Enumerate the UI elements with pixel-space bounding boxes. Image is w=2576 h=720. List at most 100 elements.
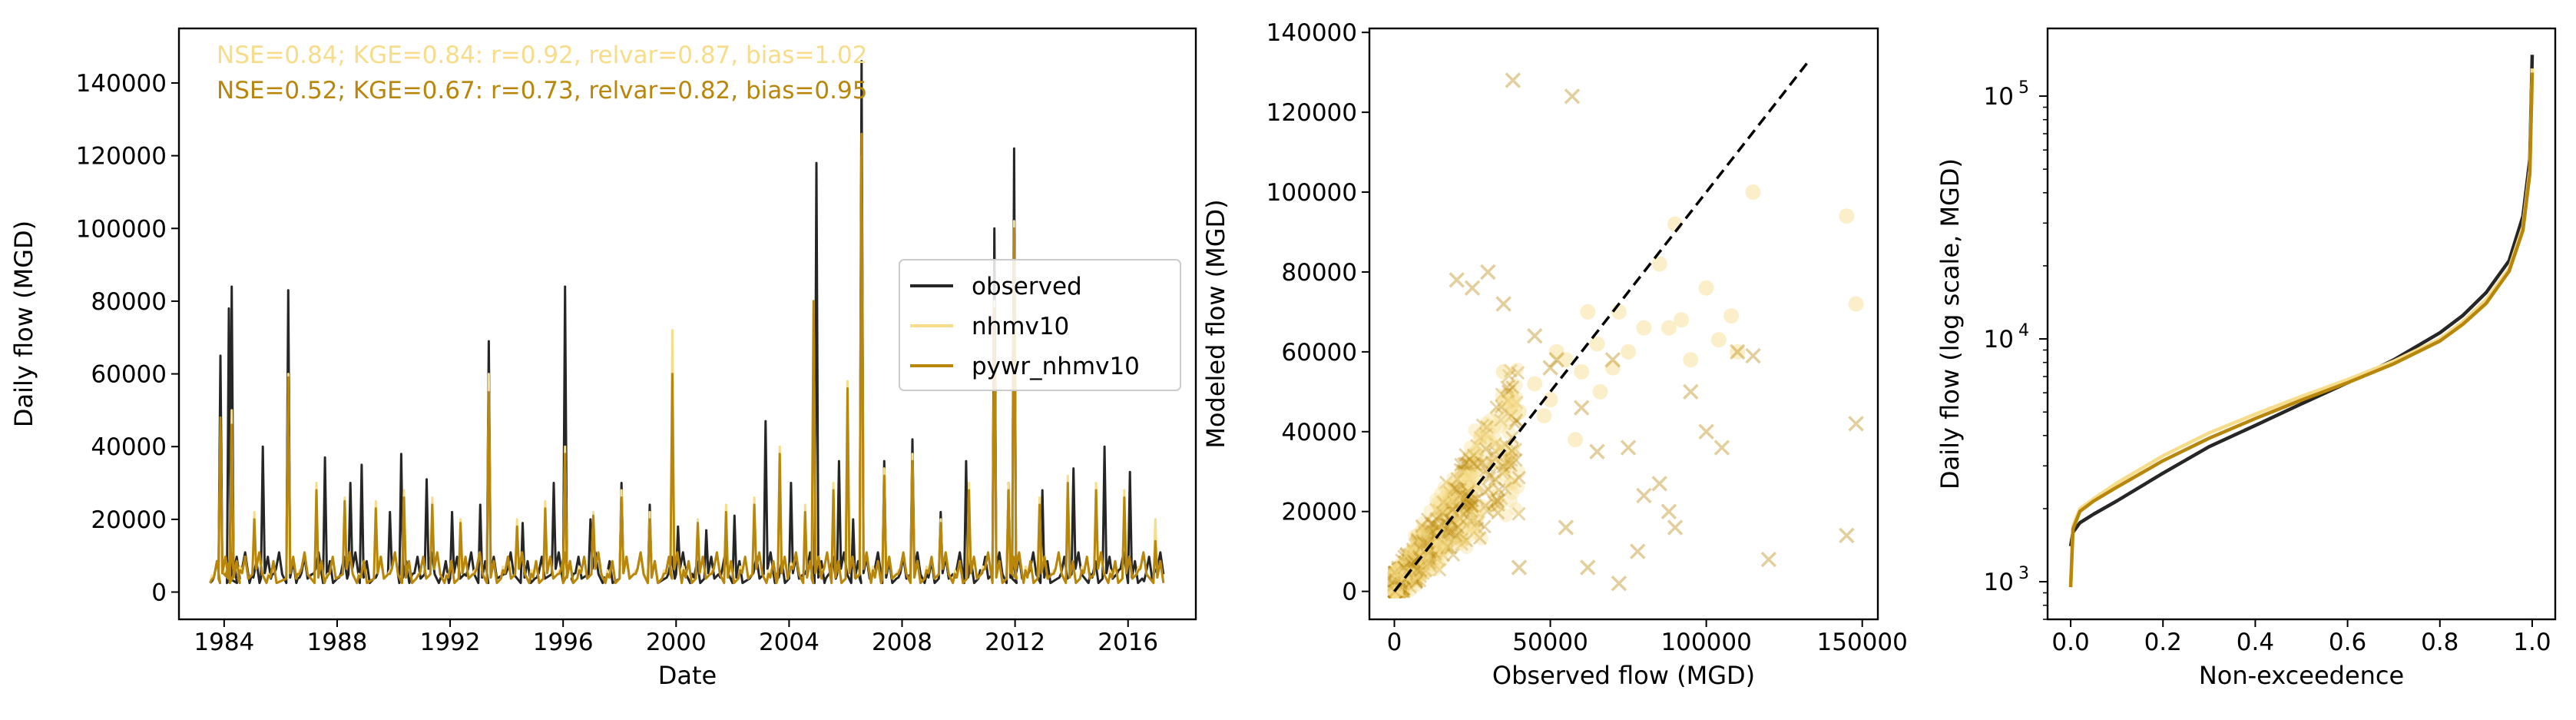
scatter-point: [1445, 503, 1460, 517]
scatter-point: [1488, 473, 1502, 488]
scatter-point: [1452, 515, 1467, 529]
timeseries-x-axis-label: Date: [658, 661, 717, 690]
scatter-point: [1412, 545, 1426, 559]
scatter-point: [1387, 566, 1402, 580]
scatter-point: [1430, 539, 1445, 553]
scatter-point: [1389, 565, 1403, 579]
scatter-point: [1498, 456, 1512, 470]
scatter-point: [1392, 584, 1406, 599]
scatter-point: [1398, 584, 1412, 599]
scatter-point: [1451, 509, 1465, 523]
scatter-point: [1411, 544, 1425, 559]
scatter-point: [1418, 533, 1432, 547]
scatter-point: [1402, 571, 1416, 586]
scatter-point: [1496, 460, 1511, 474]
timeseries-x-tick-label: 2012: [985, 629, 1045, 656]
scatter-point: [1423, 551, 1438, 566]
scatter-point: [1436, 495, 1451, 509]
scatter-point: [1387, 578, 1402, 592]
scatter-point: [1461, 450, 1475, 464]
scatter-point: [1390, 584, 1405, 599]
scatter-point: [1468, 446, 1483, 460]
scatter-point: [1469, 460, 1484, 474]
scatter-point: [1439, 538, 1454, 552]
scatter-point: [1450, 472, 1465, 486]
scatter-point: [1389, 577, 1403, 592]
scatter-point: [1396, 578, 1411, 592]
scatter-point: [1461, 495, 1476, 509]
scatter-point: [1441, 493, 1455, 508]
scatter-point: [1498, 481, 1512, 496]
scatter-point: [1447, 493, 1462, 508]
timeseries-lines: [209, 60, 1165, 585]
timeseries-x-tick-label: 1996: [533, 629, 594, 656]
scatter-point-pywr: [1651, 476, 1667, 492]
scatter-point: [1457, 490, 1472, 505]
scatter-point: [1508, 453, 1523, 467]
scatter-point: [1488, 452, 1502, 466]
scatter-point-nhmv10: [1558, 352, 1574, 368]
scatter-point: [1415, 552, 1430, 567]
scatter-point: [1442, 488, 1457, 503]
scatter-point: [1391, 562, 1406, 577]
scatter-point: [1443, 479, 1458, 493]
scatter-point: [1392, 584, 1406, 599]
scatter-point: [1440, 543, 1455, 558]
scatter-point: [1406, 544, 1421, 559]
scatter-point: [1389, 584, 1404, 599]
scatter-point: [1399, 573, 1414, 588]
scatter-point: [1434, 554, 1449, 569]
scatter-point: [1389, 579, 1403, 593]
scatter-point: [1387, 572, 1402, 586]
scatter-point: [1503, 476, 1518, 490]
scatter-point: [1451, 497, 1466, 512]
scatter-point: [1419, 550, 1434, 565]
scatter-point: [1392, 584, 1407, 599]
scatter-point: [1445, 480, 1460, 495]
scatter-point: [1511, 366, 1525, 380]
scatter-point-nhmv10: [1723, 308, 1740, 324]
scatter-point: [1511, 470, 1526, 485]
scatter-point: [1439, 498, 1453, 513]
scatter-point: [1485, 454, 1500, 469]
scatter-point: [1498, 394, 1512, 409]
scatter-point: [1406, 572, 1420, 587]
scatter-point: [1413, 556, 1428, 570]
scatter-point: [1422, 521, 1437, 536]
scatter-point: [1392, 569, 1407, 583]
scatter-point: [1408, 544, 1422, 559]
scatter-point: [1453, 511, 1468, 526]
scatter-point: [1389, 584, 1404, 599]
scatter-point-pywr: [1745, 347, 1761, 364]
duration-curve-pywr_nhmv10: [2068, 72, 2535, 588]
scatter-point: [1510, 362, 1525, 377]
scatter-point: [1412, 569, 1428, 584]
scatter-point-nhmv10: [1511, 403, 1527, 420]
scatter-point: [1402, 570, 1416, 585]
scatter-point: [1483, 435, 1498, 450]
scatter-point: [1465, 519, 1479, 534]
scatter-point: [1412, 548, 1426, 562]
scatter-point: [1465, 505, 1479, 519]
scatter-point: [1462, 475, 1476, 489]
scatter-point: [1449, 485, 1464, 499]
scatter-point-pywr: [1667, 519, 1684, 536]
scatter-point-nhmv10: [1730, 343, 1746, 360]
scatter-point: [1432, 539, 1446, 553]
scatter-point: [1420, 523, 1435, 538]
scatter-point-nhmv10: [1536, 408, 1552, 424]
scatter-point: [1475, 429, 1490, 443]
scatter-point: [1485, 497, 1500, 512]
scatter-point: [1467, 456, 1482, 471]
duration-curve-nhmv10: [2068, 68, 2535, 588]
scatter-point: [1432, 520, 1446, 535]
scatter-point: [1415, 567, 1430, 582]
scatter-point-pywr: [1564, 88, 1581, 105]
scatter-point: [1468, 423, 1482, 437]
scatter-x-tick-label: 150000: [1817, 629, 1908, 656]
scatter-point: [1432, 562, 1447, 577]
duration-x-tick-label: 0.8: [2421, 629, 2458, 656]
scatter-point: [1387, 572, 1402, 586]
scatter-point: [1493, 413, 1508, 427]
scatter-point-pywr: [1713, 440, 1730, 456]
